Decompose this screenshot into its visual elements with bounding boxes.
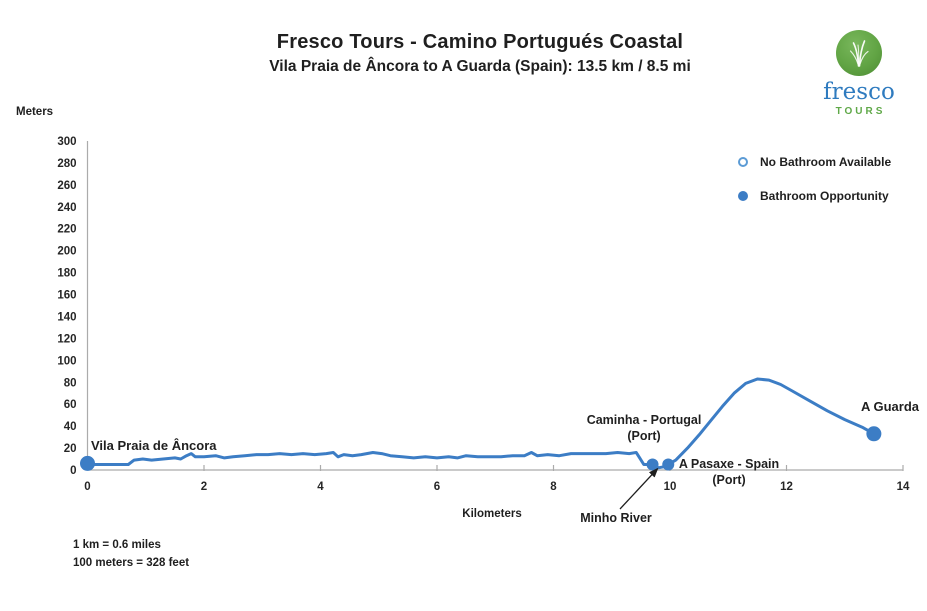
footnote-km: 1 km = 0.6 miles	[73, 539, 161, 551]
annotation-pasaxe-line2: (Port)	[712, 473, 746, 487]
annotation-caminha: Caminha - Portugal (Port)	[587, 412, 702, 444]
annotation-pasaxe: A Pasaxe - Spain (Port)	[679, 456, 779, 488]
elevation-line	[86, 377, 876, 470]
y-tick-label: 220	[57, 224, 76, 236]
x-tick-label: 4	[317, 481, 324, 493]
footnote-meters: 100 meters = 328 feet	[73, 557, 190, 569]
bathroom-marker	[866, 426, 882, 442]
x-tick-label: 12	[780, 481, 793, 493]
y-tick-label: 0	[70, 465, 76, 477]
legend-label: No Bathroom Available	[760, 155, 892, 169]
chart-title: Fresco Tours - Camino Portugués Coastal	[276, 31, 684, 53]
y-tick-label: 180	[57, 268, 76, 280]
y-tick-label: 120	[57, 333, 76, 345]
fresco-tours-logo: fresco TOURS	[813, 30, 905, 117]
filled-circle-icon	[738, 191, 748, 201]
chart-subtitle: Vila Praia de Âncora to A Guarda (Spain)…	[269, 58, 691, 75]
y-tick-label: 100	[57, 355, 76, 367]
chart-legend: No Bathroom Available Bathroom Opportuni…	[738, 152, 891, 220]
annotation-end-a-guarda: A Guarda	[860, 399, 920, 414]
y-tick-label: 160	[57, 290, 76, 302]
grass-leaf-icon	[836, 30, 882, 76]
y-tick-label: 60	[64, 399, 77, 411]
y-tick-label: 40	[64, 421, 77, 433]
x-tick-label: 8	[550, 481, 557, 493]
legend-item-bathroom: Bathroom Opportunity	[738, 186, 891, 206]
y-tick-label: 260	[57, 180, 76, 192]
logo-name: fresco	[823, 79, 895, 105]
legend-label: Bathroom Opportunity	[760, 189, 889, 203]
minho-river-arrow	[619, 467, 659, 510]
y-tick-label: 240	[57, 202, 76, 214]
x-tick-label: 2	[201, 481, 207, 493]
x-tick-label: 6	[434, 481, 440, 493]
y-tick-label: 200	[57, 246, 76, 258]
annotation-pasaxe-line1: A Pasaxe - Spain	[678, 457, 780, 471]
bathroom-marker	[662, 458, 675, 471]
y-tick-label: 80	[64, 377, 77, 389]
y-tick-label: 20	[64, 443, 77, 455]
conversion-footnotes: 1 km = 0.6 miles 100 meters = 328 feet	[73, 536, 189, 572]
annotation-caminha-line2: (Port)	[627, 429, 661, 443]
x-tick-label: 14	[897, 481, 910, 493]
chart-header: Fresco Tours - Camino Portugués Coastal …	[60, 0, 900, 76]
bathroom-marker	[80, 455, 95, 471]
x-axis-title: Kilometers	[462, 508, 522, 520]
annotation-minho-river: Minho River	[580, 511, 652, 525]
annotation-caminha-line1: Caminha - Portugal	[586, 413, 702, 427]
x-tick-label: 10	[664, 481, 677, 493]
open-circle-icon	[738, 157, 748, 167]
x-tick-label: 0	[84, 481, 90, 493]
y-tick-label: 300	[57, 136, 76, 148]
y-tick-label: 140	[57, 311, 76, 323]
logo-tagline: TOURS	[835, 106, 886, 117]
bathroom-marker	[646, 458, 659, 471]
y-axis-title: Meters	[16, 106, 54, 118]
y-tick-label: 280	[57, 158, 76, 170]
annotation-start-vila-praia: Vila Praia de Âncora	[91, 438, 217, 453]
legend-item-no-bathroom: No Bathroom Available	[738, 152, 891, 172]
